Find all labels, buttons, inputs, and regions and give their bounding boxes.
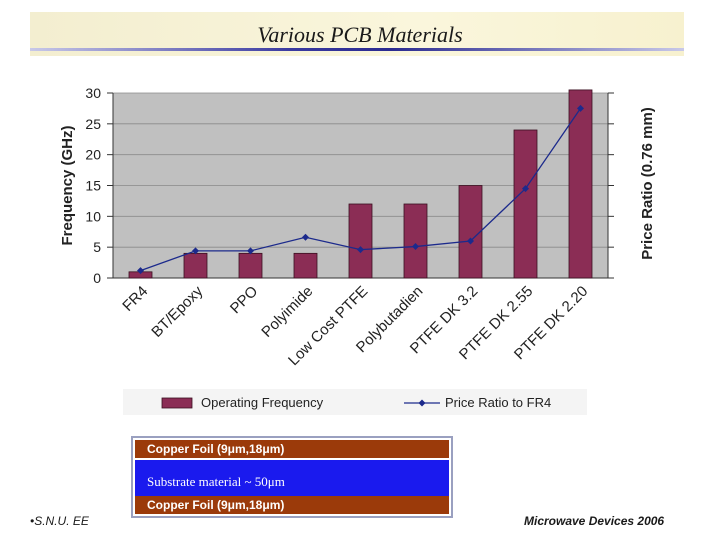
bar	[568, 89, 593, 279]
footer-institution: •S.N.U. EE	[30, 514, 89, 528]
line-point	[302, 233, 309, 241]
y-tick-label: 15	[85, 178, 101, 194]
footer-institution-text: S.N.U. EE	[34, 514, 89, 528]
bar	[183, 252, 208, 279]
bar	[238, 252, 263, 279]
line-point	[522, 185, 529, 193]
y2-axis-title: Price Ratio (0.76 mm)	[639, 107, 656, 260]
legend-bar-swatch	[161, 397, 193, 409]
y-tick-label: 25	[85, 116, 101, 132]
y-tick-label: 10	[85, 208, 101, 224]
legend-line-label: Price Ratio to FR4	[445, 395, 551, 410]
y-tick-label: 20	[85, 147, 101, 163]
bar	[348, 203, 373, 279]
line-point	[137, 267, 144, 275]
x-tick-label: Polyimide	[258, 283, 316, 341]
bar	[403, 203, 428, 279]
y-tick-label: 30	[85, 85, 101, 101]
y-axis-title: Frequency (GHz)	[59, 125, 76, 245]
y-tick-label: 5	[93, 239, 101, 255]
top-copper-foil: Copper Foil (9μm,18μm)	[135, 440, 449, 458]
x-tick-label: BT/Epoxy	[148, 282, 206, 340]
line-point	[577, 104, 584, 112]
legend-box	[123, 389, 587, 415]
line-point	[247, 247, 254, 255]
title-underline	[30, 48, 684, 51]
pcb-stack-diagram: Copper Foil (9μm,18μm) Substrate materia…	[131, 436, 453, 518]
line-point	[412, 243, 419, 251]
x-tick-label: FR4	[119, 283, 151, 315]
legend-bar-label: Operating Frequency	[201, 395, 324, 410]
line-point	[192, 247, 199, 255]
bar	[293, 252, 318, 279]
line-point	[357, 246, 364, 254]
bottom-copper-foil: Copper Foil (9μm,18μm)	[135, 496, 449, 514]
y-tick-label: 0	[93, 270, 101, 286]
legend-line-marker	[418, 399, 426, 407]
line-point	[467, 237, 474, 245]
bar	[513, 129, 538, 279]
bar	[458, 185, 483, 279]
x-tick-label: PPO	[227, 283, 261, 317]
slide-title: Various PCB Materials	[257, 22, 463, 47]
footer-course: Microwave Devices 2006	[524, 514, 665, 528]
substrate-layer: Substrate material ~ 50μm	[135, 460, 449, 500]
